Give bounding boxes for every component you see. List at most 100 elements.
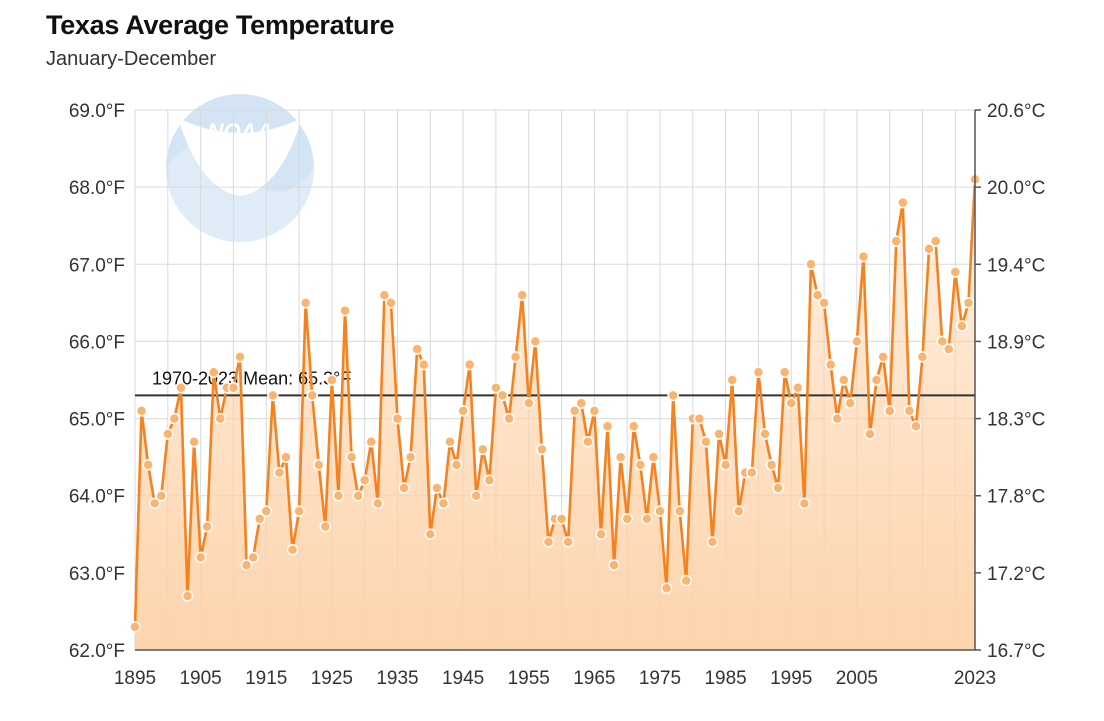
data-point-1899[interactable]: [155, 489, 167, 502]
data-point-2017[interactable]: [929, 235, 942, 247]
data-point-1972[interactable]: [634, 459, 647, 471]
data-point-1907[interactable]: [208, 366, 220, 379]
data-point-1916[interactable]: [267, 389, 279, 402]
data-point-1925[interactable]: [326, 374, 338, 386]
data-point-2018[interactable]: [936, 335, 948, 348]
data-point-1944[interactable]: [450, 459, 463, 471]
data-point-1923[interactable]: [313, 459, 325, 471]
data-point-2009[interactable]: [877, 351, 889, 363]
data-point-1931[interactable]: [365, 435, 377, 448]
data-point-2006[interactable]: [857, 250, 870, 263]
data-point-2011[interactable]: [890, 235, 902, 247]
data-point-1941[interactable]: [431, 482, 443, 494]
data-point-1963[interactable]: [575, 397, 587, 409]
data-point-1950[interactable]: [490, 381, 502, 394]
data-point-2019[interactable]: [943, 343, 955, 355]
data-point-1968[interactable]: [608, 559, 620, 571]
data-point-1956[interactable]: [529, 335, 542, 348]
data-point-1906[interactable]: [201, 520, 213, 533]
data-point-1953[interactable]: [509, 351, 522, 363]
data-point-1940[interactable]: [424, 528, 437, 541]
data-point-1946[interactable]: [463, 358, 476, 371]
data-point-1989[interactable]: [746, 466, 758, 479]
data-point-1895[interactable]: [129, 621, 141, 633]
data-point-1962[interactable]: [568, 405, 581, 417]
data-point-1951[interactable]: [496, 389, 509, 402]
data-point-1983[interactable]: [706, 536, 719, 548]
data-point-1994[interactable]: [778, 366, 791, 379]
data-point-1902[interactable]: [175, 381, 187, 394]
data-point-1935[interactable]: [391, 412, 404, 425]
data-point-2001[interactable]: [824, 358, 837, 371]
data-point-1914[interactable]: [253, 513, 266, 525]
data-point-1981[interactable]: [693, 412, 706, 425]
data-point-1979[interactable]: [680, 574, 692, 587]
data-point-1965[interactable]: [588, 405, 601, 417]
data-point-2016[interactable]: [923, 243, 935, 255]
data-point-1896[interactable]: [135, 405, 148, 417]
data-point-2007[interactable]: [864, 428, 876, 440]
data-point-1974[interactable]: [647, 451, 660, 463]
data-point-1920[interactable]: [293, 505, 305, 517]
data-point-1933[interactable]: [378, 289, 391, 301]
data-point-1954[interactable]: [516, 289, 528, 301]
data-point-1903[interactable]: [181, 590, 194, 602]
data-point-1908[interactable]: [214, 412, 227, 425]
data-point-1996[interactable]: [792, 381, 804, 394]
data-point-1915[interactable]: [260, 505, 272, 517]
data-point-1949[interactable]: [483, 474, 496, 487]
data-point-2021[interactable]: [956, 320, 968, 332]
data-point-1990[interactable]: [752, 366, 765, 379]
data-point-1928[interactable]: [345, 451, 358, 463]
data-point-1922[interactable]: [306, 389, 318, 402]
data-point-1942[interactable]: [437, 497, 450, 510]
data-point-1910[interactable]: [227, 381, 240, 394]
data-point-1985[interactable]: [719, 459, 732, 471]
data-point-1998[interactable]: [805, 258, 817, 271]
data-point-1957[interactable]: [536, 443, 548, 456]
data-point-1961[interactable]: [562, 536, 574, 548]
data-point-1900[interactable]: [162, 428, 174, 440]
data-point-1955[interactable]: [523, 397, 535, 409]
data-point-1973[interactable]: [641, 513, 653, 525]
data-point-1986[interactable]: [726, 374, 738, 386]
data-point-2015[interactable]: [916, 351, 929, 363]
data-point-1999[interactable]: [811, 289, 824, 301]
data-point-1964[interactable]: [582, 435, 594, 448]
data-point-1947[interactable]: [470, 489, 482, 502]
data-point-1992[interactable]: [765, 459, 778, 471]
data-point-1991[interactable]: [759, 428, 771, 440]
data-point-1937[interactable]: [404, 451, 417, 463]
data-point-2000[interactable]: [818, 297, 830, 309]
data-point-1969[interactable]: [614, 451, 627, 463]
data-point-1967[interactable]: [601, 420, 614, 433]
data-point-2002[interactable]: [831, 412, 843, 425]
data-point-1948[interactable]: [477, 443, 489, 456]
data-point-1905[interactable]: [194, 551, 207, 564]
data-point-1958[interactable]: [542, 536, 555, 548]
data-point-1993[interactable]: [772, 482, 784, 494]
data-point-2022[interactable]: [962, 297, 975, 309]
data-point-2014[interactable]: [910, 420, 922, 433]
data-point-1936[interactable]: [398, 482, 410, 494]
data-point-2003[interactable]: [838, 374, 850, 386]
data-point-1932[interactable]: [372, 497, 384, 510]
data-point-1924[interactable]: [319, 520, 332, 533]
data-point-1977[interactable]: [667, 389, 679, 402]
data-point-1943[interactable]: [444, 435, 456, 448]
data-point-1997[interactable]: [798, 497, 811, 510]
data-point-2020[interactable]: [949, 266, 962, 278]
data-point-1982[interactable]: [700, 435, 712, 448]
data-point-2012[interactable]: [897, 196, 909, 209]
data-point-1939[interactable]: [418, 358, 430, 371]
data-point-1929[interactable]: [352, 489, 364, 502]
data-point-1945[interactable]: [457, 405, 469, 417]
data-point-1976[interactable]: [660, 582, 673, 595]
data-point-1904[interactable]: [188, 435, 200, 448]
data-point-2005[interactable]: [851, 335, 863, 348]
data-point-1938[interactable]: [411, 343, 423, 355]
data-point-1918[interactable]: [280, 451, 292, 463]
data-point-2013[interactable]: [903, 405, 916, 417]
data-point-1917[interactable]: [273, 466, 286, 479]
data-point-1970[interactable]: [621, 513, 633, 525]
